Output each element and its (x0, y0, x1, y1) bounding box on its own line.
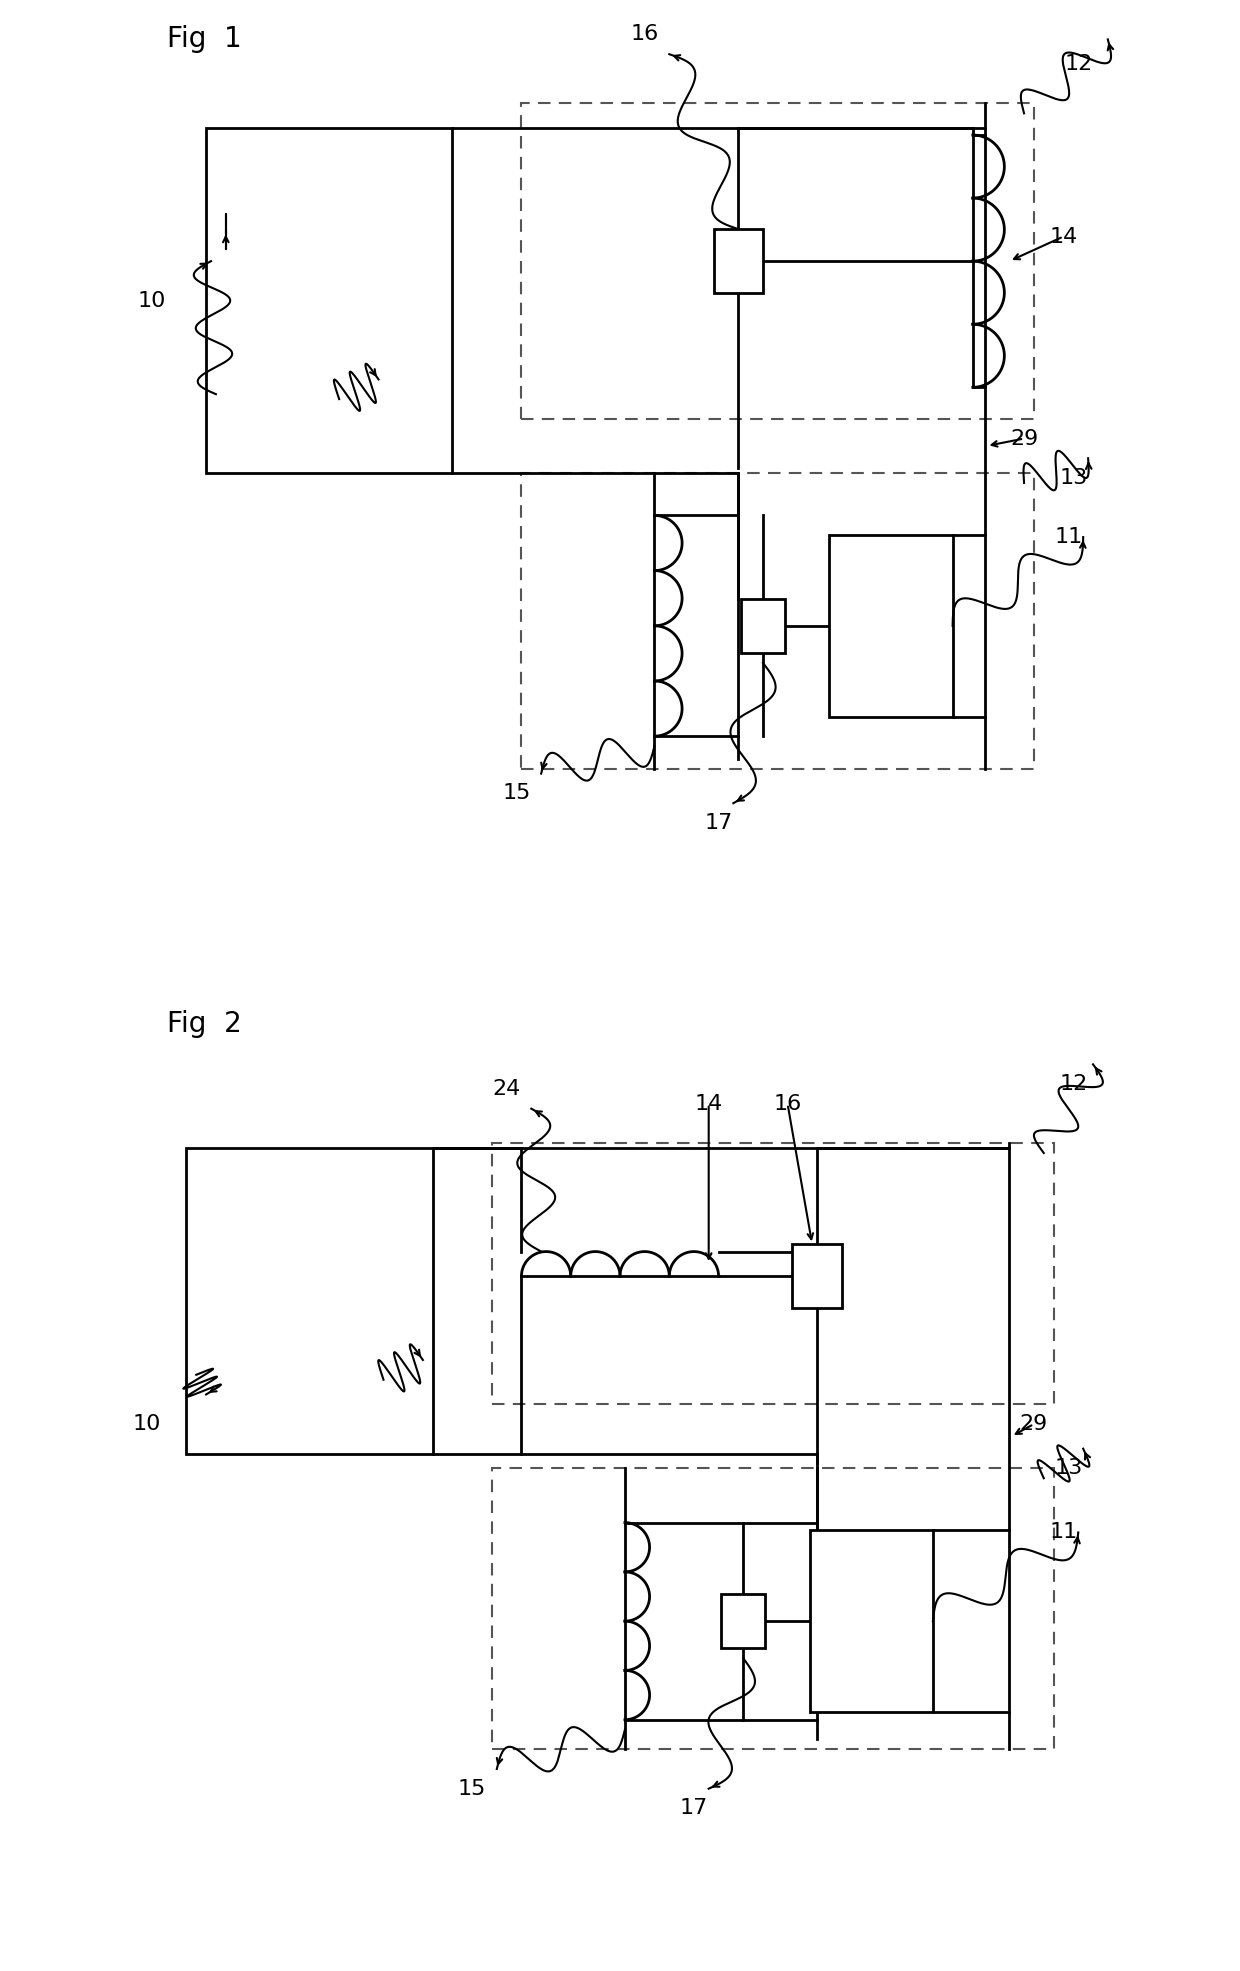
Text: 16: 16 (630, 24, 658, 45)
Text: 24: 24 (492, 1078, 521, 1100)
Text: 12: 12 (1059, 1074, 1087, 1094)
Bar (720, 1595, 765, 1648)
Text: 15: 15 (458, 1778, 486, 1800)
Text: 13: 13 (1054, 1459, 1083, 1478)
Text: 14: 14 (1049, 227, 1078, 246)
Bar (714, 229, 763, 294)
Text: 11: 11 (1049, 1522, 1078, 1543)
Bar (740, 599, 785, 652)
Text: 13: 13 (1059, 467, 1087, 489)
Text: 17: 17 (680, 1798, 708, 1819)
Text: Fig  2: Fig 2 (166, 1011, 242, 1039)
Text: 29: 29 (1019, 1413, 1048, 1435)
Bar (792, 1244, 842, 1309)
Text: 18: 18 (290, 1409, 319, 1429)
Bar (830, 534, 952, 717)
Bar (186, 1147, 433, 1455)
Text: 16: 16 (774, 1094, 802, 1114)
Text: 15: 15 (502, 782, 531, 804)
Bar (810, 1529, 932, 1713)
Text: 17: 17 (704, 812, 733, 834)
Text: 10: 10 (138, 290, 166, 311)
Text: Fig  1: Fig 1 (166, 26, 242, 53)
Text: 14: 14 (694, 1094, 723, 1114)
Bar (206, 128, 453, 473)
Text: 18: 18 (265, 428, 294, 449)
Text: 11: 11 (1054, 526, 1083, 548)
Text: 12: 12 (1064, 53, 1092, 75)
Text: 29: 29 (1009, 428, 1038, 449)
Text: 10: 10 (133, 1413, 161, 1435)
